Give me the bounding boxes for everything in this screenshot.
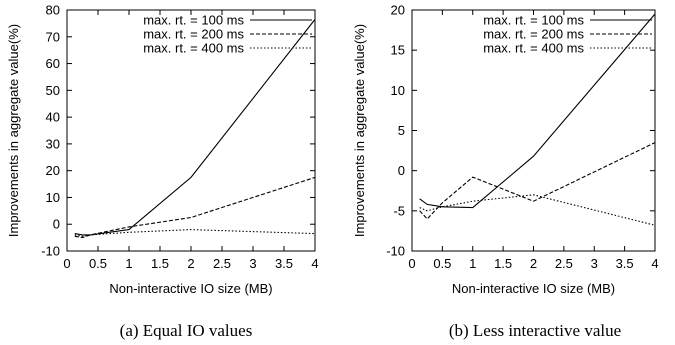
x-tick-label: 0.5 bbox=[89, 256, 107, 271]
x-tick-label: 2 bbox=[530, 256, 537, 271]
y-tick-label: 20 bbox=[391, 3, 405, 18]
y-tick-label: 60 bbox=[46, 56, 60, 71]
series-line-2 bbox=[74, 176, 316, 239]
y-axis-label: Improvements in aggregate value(%) bbox=[352, 24, 367, 237]
legend-label: max. rt. = 400 ms bbox=[143, 41, 244, 56]
y-tick-label: 40 bbox=[46, 110, 60, 125]
series-line-2 bbox=[419, 142, 656, 220]
chart-b: 0 0.5 1 1.5 2 2.5 3 3.5 4 -10 -5 0 5 10 15 20 Non-intera… bbox=[352, 3, 659, 341]
x-tick-label: 3 bbox=[249, 256, 256, 271]
legend-label: max. rt. = 100 ms bbox=[483, 13, 584, 28]
x-tick-label: 2 bbox=[187, 256, 194, 271]
y-tick-label: -10 bbox=[386, 244, 405, 259]
x-tick-label: 0 bbox=[63, 256, 70, 271]
legend-label: max. rt. = 100 ms bbox=[143, 13, 244, 28]
series-line-3 bbox=[419, 194, 656, 226]
y-tick-label: 5 bbox=[398, 123, 405, 138]
x-tick-label: 1.5 bbox=[494, 256, 512, 271]
y-tick-label: 70 bbox=[46, 29, 60, 44]
series-line-1 bbox=[74, 19, 316, 236]
x-tick-label: 4 bbox=[651, 256, 658, 271]
x-tick-label: 2.5 bbox=[555, 256, 573, 271]
figure-caption: (b) Less interactive value bbox=[449, 321, 621, 340]
x-tick-label: 0.5 bbox=[433, 256, 451, 271]
y-tick-label: 10 bbox=[391, 83, 405, 98]
x-tick-label: 3 bbox=[591, 256, 598, 271]
y-tick-label: 0 bbox=[53, 217, 60, 232]
y-tick-label: 10 bbox=[46, 190, 60, 205]
series-line-3 bbox=[74, 229, 316, 237]
series-line-1 bbox=[419, 13, 656, 209]
x-tick-label: 4 bbox=[311, 256, 318, 271]
y-tick-label: 30 bbox=[46, 136, 60, 151]
x-axis-label: Non-interactive IO size (MB) bbox=[109, 281, 272, 296]
legend-label: max. rt. = 200 ms bbox=[143, 27, 244, 42]
x-tick-label: 3.5 bbox=[616, 256, 634, 271]
y-axis-label: Improvements in aggregate value(%) bbox=[6, 24, 21, 237]
figure-caption: (a) Equal IO values bbox=[120, 321, 253, 340]
x-tick-label: 1 bbox=[469, 256, 476, 271]
x-axis-label: Non-interactive IO size (MB) bbox=[452, 281, 615, 296]
y-tick-label: 15 bbox=[391, 43, 405, 58]
y-tick-label: 80 bbox=[46, 3, 60, 18]
y-tick-label: 0 bbox=[398, 163, 405, 178]
x-tick-label: 1.5 bbox=[151, 256, 169, 271]
y-tick-label: -10 bbox=[41, 244, 60, 259]
x-tick-label: 1 bbox=[125, 256, 132, 271]
x-tick-label: 2.5 bbox=[213, 256, 231, 271]
legend-label: max. rt. = 400 ms bbox=[483, 41, 584, 56]
y-tick-label: 20 bbox=[46, 163, 60, 178]
x-tick-label: 0 bbox=[408, 256, 415, 271]
y-tick-label: 50 bbox=[46, 83, 60, 98]
chart-a: 0 0.5 1 1.5 2 2.5 3 3.5 4-1001020304050607080Non… bbox=[6, 3, 319, 341]
x-tick-label: 3.5 bbox=[275, 256, 293, 271]
y-tick-label: -5 bbox=[393, 203, 405, 218]
legend-label: max. rt. = 200 ms bbox=[483, 27, 584, 42]
